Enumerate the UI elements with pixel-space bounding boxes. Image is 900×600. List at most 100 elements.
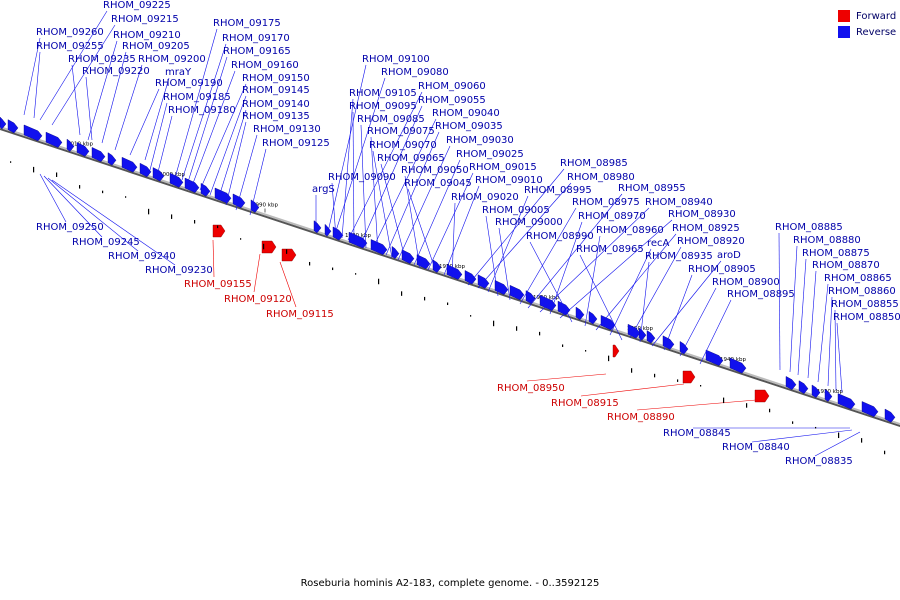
legend-forward: Forward <box>838 8 896 24</box>
gene-label-top: RHOM_08905 <box>688 264 756 275</box>
gene-label-top: RHOM_09185 <box>163 92 231 103</box>
gene-label-top: RHOM_08990 <box>526 231 594 242</box>
gene-leader-line <box>187 56 228 183</box>
gene-leader-line <box>807 270 817 379</box>
reverse-gene-arrow <box>91 147 106 162</box>
gene-leader-line <box>751 429 853 443</box>
reverse-gene-arrow <box>45 131 63 148</box>
gene-leader-line <box>579 254 623 341</box>
gene-leader-line <box>43 175 103 238</box>
locus-mark <box>148 208 150 215</box>
gene-leader-line <box>519 207 577 305</box>
gene-leader-line <box>559 219 673 319</box>
locus-mark <box>263 243 265 250</box>
forward-gene-arrow <box>212 224 226 238</box>
gene-label-bottom: RHOM_08845 <box>663 428 731 439</box>
gene-leader-line <box>352 111 355 245</box>
gene-label-top: RHOM_09235 <box>68 54 136 65</box>
gene-leader-line <box>191 70 236 187</box>
locus-mark <box>838 432 840 439</box>
reverse-gene-arrow <box>348 231 368 249</box>
gene-leader-line <box>87 40 118 141</box>
gene-leader-line <box>817 283 829 383</box>
gene-label-top: RHOM_09035 <box>435 121 503 132</box>
gene-label-top: RHOM_09200 <box>138 54 206 65</box>
gene-leader-line <box>144 77 170 161</box>
gene-label-top: RHOM_08965 <box>576 244 644 255</box>
gene-label-forward: RHOM_09155 <box>184 279 252 290</box>
locus-mark <box>286 249 288 254</box>
gene-leader-line <box>834 309 837 391</box>
gene-label-top: RHOM_09220 <box>82 66 150 77</box>
gene-leader-line <box>629 246 682 339</box>
gene-label-top: RHOM_08880 <box>793 235 861 246</box>
gene-leader-line <box>212 239 215 278</box>
locus-mark <box>447 302 449 306</box>
reverse-gene-arrow <box>139 162 152 178</box>
gene-leader-line <box>477 182 572 289</box>
gene-label-bottom: RHOM_09230 <box>145 265 213 276</box>
reverse-gene-arrow <box>313 220 322 234</box>
gene-leader-line <box>39 10 108 121</box>
locus-mark <box>631 368 633 373</box>
gene-leader-line <box>584 235 601 327</box>
gene-leader-line <box>397 145 451 261</box>
locus-mark <box>240 238 242 240</box>
gene-label-top: RHOM_08900 <box>712 277 780 288</box>
locus-mark <box>33 166 35 173</box>
forward-gene-arrow <box>261 240 277 254</box>
gene-leader-line <box>341 98 354 239</box>
gene-leader-line <box>174 28 218 179</box>
scale-label: 1990 kbp <box>252 202 278 208</box>
gene-label-top: RHOM_09095 <box>349 101 417 112</box>
gene-label-top: RHOM_09055 <box>418 95 486 106</box>
locus-mark <box>884 450 886 455</box>
gene-label-top: RHOM_08995 <box>524 185 592 196</box>
gene-label-top: RHOM_09160 <box>231 60 299 71</box>
reverse-gene-arrow <box>214 187 232 204</box>
reverse-gene-arrow <box>464 270 477 285</box>
locus-mark <box>79 185 81 189</box>
gene-leader-line <box>699 299 732 365</box>
gene-leader-line <box>498 227 511 301</box>
gene-label-top: RHOM_09125 <box>262 138 330 149</box>
gene-label-top: RHOM_09100 <box>362 54 430 65</box>
locus-mark <box>585 350 587 352</box>
gene-label-top: RHOM_09000 <box>495 217 563 228</box>
reverse-gene-arrow <box>811 384 821 398</box>
locus-mark <box>194 220 196 224</box>
reverse-gene-arrow <box>107 152 117 166</box>
reverse-gene-arrow <box>837 393 856 410</box>
gene-label-top: RHOM_09135 <box>242 111 310 122</box>
gene-label-forward: RHOM_08950 <box>497 383 565 394</box>
locus-mark <box>539 331 541 336</box>
gene-label-top: RHOM_09165 <box>223 46 291 57</box>
gene-label-top: RHOM_09105 <box>349 88 417 99</box>
forward-gene-arrow <box>754 389 770 403</box>
gene-label-top: RHOM_09040 <box>432 108 500 119</box>
gene-label-bottom: RHOM_09250 <box>36 222 104 233</box>
gene-label-top: RHOM_09065 <box>377 153 445 164</box>
locus-mark <box>493 320 495 327</box>
locus-mark <box>746 403 748 408</box>
gene-leader-line <box>249 148 267 216</box>
gene-label-top: RHOM_09170 <box>222 33 290 44</box>
locus-mark <box>424 296 426 301</box>
reverse-gene-arrow <box>391 245 400 259</box>
reverse-gene-arrow <box>7 119 19 134</box>
gene-label-bottom: RHOM_09240 <box>108 251 176 262</box>
gene-label-top: RHOM_08855 <box>831 299 899 310</box>
gene-leader-line <box>789 245 798 373</box>
gene-leader-line <box>372 150 393 259</box>
locus-mark <box>56 172 58 177</box>
gene-leader-line <box>47 177 139 252</box>
gene-label-forward: RHOM_09120 <box>224 294 292 305</box>
reverse-gene-arrow <box>679 341 689 355</box>
reverse-gene-arrow <box>200 182 211 197</box>
gene-leader-line <box>39 173 67 223</box>
reverse-gene-arrow <box>575 306 585 320</box>
gene-leader-line <box>129 88 160 156</box>
reverse-gene-arrow <box>646 330 656 344</box>
gene-leader-line <box>51 179 176 266</box>
